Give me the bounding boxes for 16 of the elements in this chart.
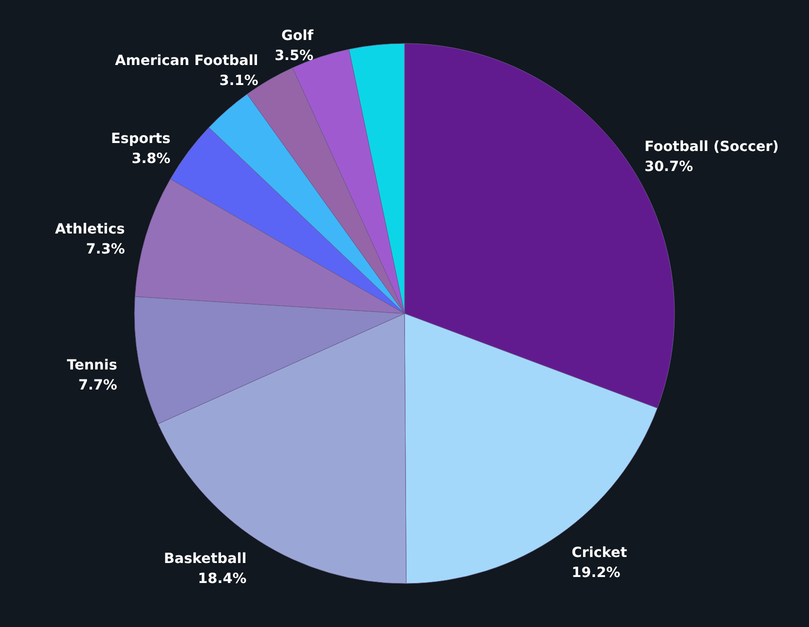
data-label: 3.1% xyxy=(219,72,258,89)
data-label: 19.2% xyxy=(572,564,620,581)
data-label: 7.7% xyxy=(78,378,118,394)
slice-label: Basketball xyxy=(164,551,246,568)
data-label: 7.3% xyxy=(86,241,125,258)
slice-label: American Football xyxy=(115,52,258,69)
slice-label: Cricket xyxy=(572,544,628,561)
data-label: 30.7% xyxy=(644,159,694,176)
data-label: 3.5% xyxy=(274,48,314,64)
slice-label: Golf xyxy=(281,28,314,44)
data-label: 18.4% xyxy=(198,571,246,588)
slice-label: Football (Soccer) xyxy=(644,139,779,156)
slice-label: Athletics xyxy=(54,221,125,238)
data-label: 3.8% xyxy=(132,150,170,167)
slice-label: Esports xyxy=(110,130,170,147)
slice-label: Tennis xyxy=(66,358,118,374)
